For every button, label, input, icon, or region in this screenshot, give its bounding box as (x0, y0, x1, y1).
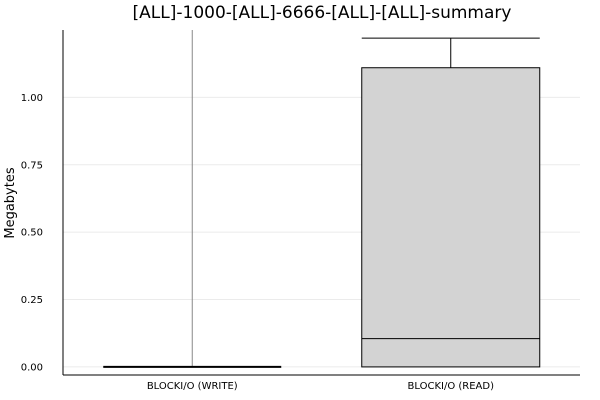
y-tick-label: 0.75 (21, 160, 43, 171)
box-1 (103, 30, 282, 368)
y-tick-label: 0.00 (21, 362, 43, 373)
box-iqr (361, 67, 541, 368)
box-2 (361, 37, 541, 368)
axes (62, 30, 580, 376)
y-axis-label: Megabytes (3, 167, 18, 238)
y-tick-labels: 0.00 0.25 0.50 0.75 1.00 (21, 93, 43, 374)
boxes (103, 30, 541, 368)
x-tick-label: BLOCKI/O (READ) (408, 381, 495, 392)
y-tick-label: 0.25 (21, 295, 43, 306)
y-tick-label: 0.50 (21, 228, 43, 239)
y-tick-label: 1.00 (21, 93, 43, 104)
x-tick-label: BLOCKI/O (WRITE) (147, 381, 238, 392)
chart-title: [ALL]-1000-[ALL]-6666-[ALL]-[ALL]-summar… (133, 3, 512, 23)
x-tick-labels: BLOCKI/O (WRITE) BLOCKI/O (READ) (147, 381, 494, 392)
